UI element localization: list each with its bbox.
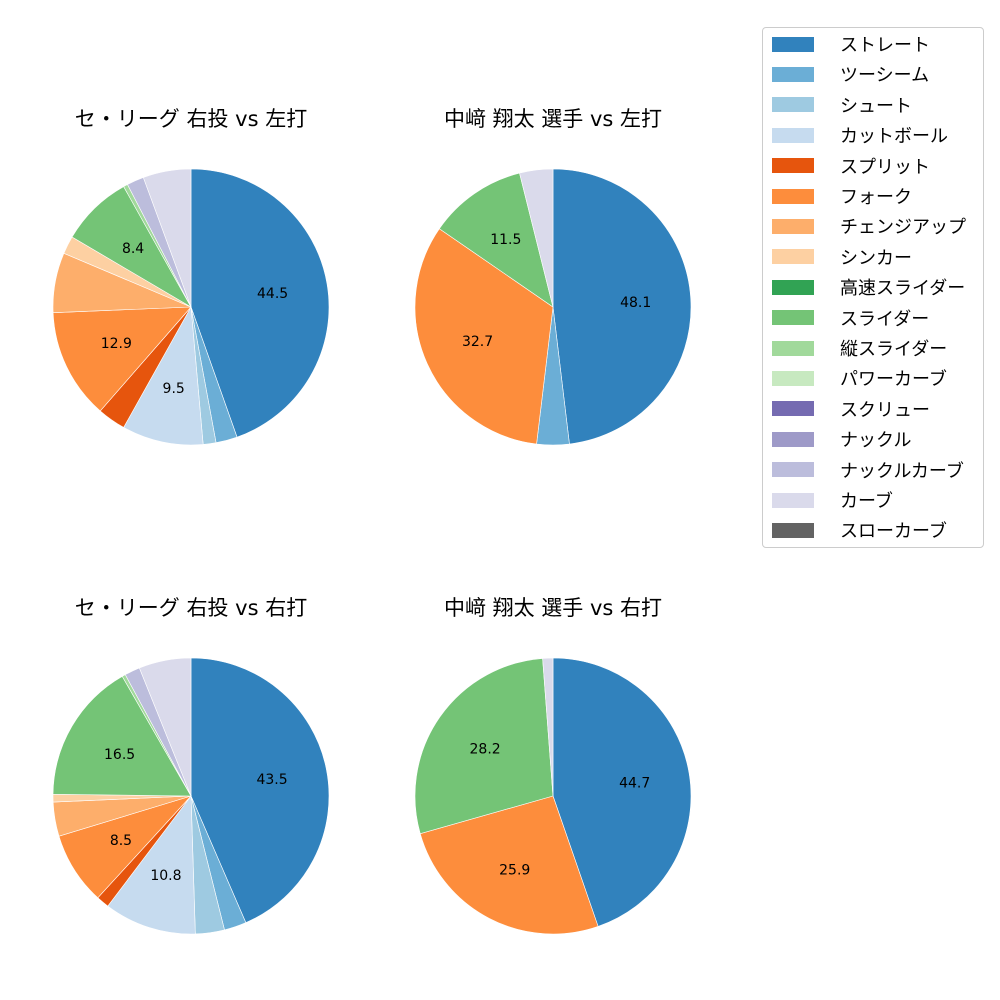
legend-label: パワーカーブ <box>840 369 947 391</box>
slice-value-label: 44.5 <box>257 286 288 302</box>
pie-chart: 43.5 10.8 8.5 16.5 <box>52 657 330 935</box>
pie-slice <box>190 657 330 924</box>
pie-slice <box>419 795 599 935</box>
legend-item: 縦スライダー <box>772 337 948 360</box>
legend-label: ナックルカーブ <box>840 460 964 482</box>
pie-slice <box>190 168 330 438</box>
legend-label: スローカーブ <box>840 521 947 543</box>
pie-slice <box>414 228 554 445</box>
legend-swatch <box>772 279 814 295</box>
pie-slice <box>142 168 192 308</box>
legend-swatch <box>772 127 814 143</box>
legend-swatch <box>772 310 814 326</box>
legend-swatch <box>772 370 814 386</box>
legend-label: 縦スライダー <box>840 339 948 360</box>
legend-swatch <box>772 66 814 82</box>
slice-value-label: 43.5 <box>256 772 287 788</box>
legend-swatch <box>772 158 814 174</box>
legend-swatch <box>772 36 814 52</box>
legend-label: スクリュー <box>840 399 930 421</box>
legend-item: ナックル <box>772 428 912 452</box>
legend-item: パワーカーブ <box>772 367 947 391</box>
chart-panel-league-vs-left: セ・リーグ 右投 vs 左打 44.5 9.5 12.9 8.4 <box>31 103 351 463</box>
legend-swatch <box>772 462 814 478</box>
legend-swatch <box>772 340 814 356</box>
chart-panel-player-vs-right: 中﨑 翔太 選手 vs 右打 44.7 25.9 28.2 <box>393 592 713 952</box>
chart-panel-league-vs-right: セ・リーグ 右投 vs 右打 43.5 10.8 8.5 16.5 <box>31 592 351 952</box>
slice-value-label: 44.7 <box>619 775 650 791</box>
slice-value-label: 11.5 <box>490 232 521 248</box>
legend-label: 高速スライダー <box>840 278 966 300</box>
chart-title: セ・リーグ 右投 vs 右打 <box>74 596 308 620</box>
chart-panel-player-vs-left: 中﨑 翔太 選手 vs 左打 48.1 32.7 11.5 <box>393 103 713 463</box>
legend-swatch <box>772 218 814 234</box>
legend-item: チェンジアップ <box>772 215 966 239</box>
legend-swatch <box>772 492 814 508</box>
legend-label: シンカー <box>840 247 912 269</box>
legend-label: カーブ <box>840 491 893 512</box>
legend-item: フォーク <box>772 185 912 208</box>
legend-label: スライダー <box>840 308 930 330</box>
chart-title: 中﨑 翔太 選手 vs 左打 <box>443 107 663 131</box>
chart-title: セ・リーグ 右投 vs 左打 <box>74 107 308 131</box>
pie-slice <box>438 172 554 308</box>
legend-item: カットボール <box>772 124 948 148</box>
legend-swatch <box>772 401 814 417</box>
legend-label: ストレート <box>840 35 930 56</box>
legend-swatch <box>772 188 814 204</box>
legend-swatch <box>772 431 814 447</box>
slice-value-label: 28.2 <box>470 742 501 758</box>
legend-swatch <box>772 97 814 113</box>
chart-title: 中﨑 翔太 選手 vs 右打 <box>443 596 663 620</box>
slice-value-label: 48.1 <box>620 295 651 311</box>
slice-value-label: 9.5 <box>163 381 185 397</box>
legend-swatch <box>772 522 814 538</box>
legend-item: スライダー <box>772 307 930 330</box>
slice-value-label: 8.4 <box>122 241 144 257</box>
legend-label: スプリット <box>840 156 930 178</box>
legend-item: カーブ <box>772 489 893 512</box>
legend-item: スクリュー <box>772 398 930 421</box>
legend-item: ツーシーム <box>772 63 930 87</box>
legend-item: シンカー <box>772 246 912 269</box>
slice-value-label: 12.9 <box>101 336 132 352</box>
legend-label: フォーク <box>840 187 912 208</box>
legend-label: チェンジアップ <box>840 217 966 239</box>
legend-item: ストレート <box>772 33 930 56</box>
slice-value-label: 10.8 <box>150 868 181 884</box>
legend-item: スプリット <box>772 155 930 178</box>
pie-chart: 44.5 9.5 12.9 8.4 <box>52 168 330 446</box>
legend-item: 高速スライダー <box>772 276 966 300</box>
pie-slice <box>552 168 692 445</box>
pie-slice <box>552 657 692 927</box>
slice-value-label: 32.7 <box>462 334 493 350</box>
pie-chart: 44.7 25.9 28.2 <box>414 657 692 935</box>
legend-label: ツーシーム <box>840 65 930 87</box>
pie-slice <box>414 658 554 835</box>
legend-item: スローカーブ <box>772 519 947 543</box>
legend-label: カットボール <box>840 126 948 148</box>
slice-value-label: 25.9 <box>499 862 530 878</box>
pie-slice <box>52 306 192 412</box>
pie-slice <box>107 795 196 935</box>
legend: ストレートツーシームシュートカットボール スプリットフォークチェンジアップ シンカー… <box>762 27 984 548</box>
pie-slice <box>519 168 554 308</box>
slice-value-label: 8.5 <box>110 833 132 849</box>
legend-item: ナックルカーブ <box>772 459 964 482</box>
legend-swatch <box>772 249 814 265</box>
slice-value-label: 16.5 <box>104 747 135 763</box>
legend-item: シュート <box>772 94 912 117</box>
pie-slice <box>52 675 192 797</box>
pie-slice <box>542 657 554 797</box>
legend-label: シュート <box>840 95 912 117</box>
legend-label: ナックル <box>840 430 912 452</box>
pie-chart: 48.1 32.7 11.5 <box>414 168 692 446</box>
pie-slice <box>139 657 192 797</box>
pie-slice <box>123 306 204 446</box>
